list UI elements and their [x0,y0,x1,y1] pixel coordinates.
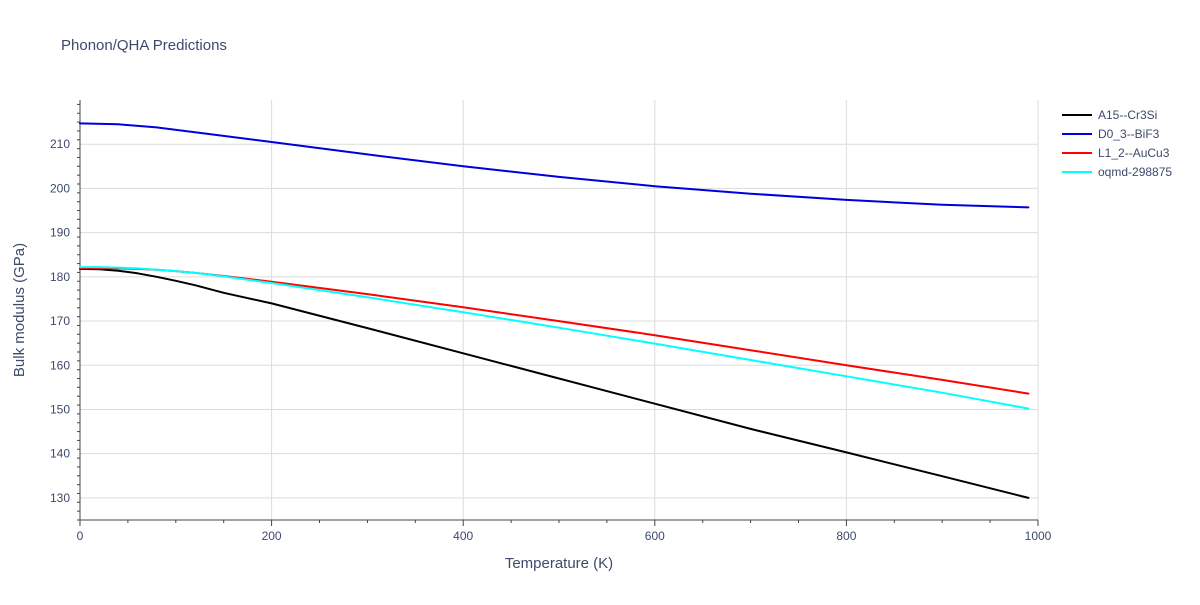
series-lines [79,122,1030,499]
y-tick-label: 190 [50,226,70,240]
legend[interactable]: A15--Cr3Si D0_3--BiF3 L1_2--AuCu3 oqmd-2988… [1062,108,1172,179]
series-line-A15--Cr3Si [79,267,1030,499]
legend-item[interactable]: A15--Cr3Si [1062,108,1157,122]
legend-item[interactable]: oqmd-298875 [1062,165,1172,179]
chart-title: Phonon/QHA Predictions [61,37,227,54]
legend-label: oqmd-298875 [1098,165,1172,179]
x-tick-label: 400 [453,529,473,543]
legend-label: D0_3--BiF3 [1098,127,1160,141]
x-axis-title: Temperature (K) [505,555,613,572]
x-tick-label: 800 [836,529,856,543]
y-tick-label: 170 [50,314,70,328]
x-tick-label: 200 [262,529,282,543]
y-tick-label: 130 [50,491,70,505]
series-line-oqmd-298875 [79,266,1030,410]
series-line-D0_3--BiF3 [79,122,1030,209]
x-tick-label: 1000 [1025,529,1052,543]
y-tick-label: 150 [50,402,70,416]
y-axis-title: Bulk modulus (GPa) [11,243,28,377]
y-tick-label: 160 [50,358,70,372]
series-line-L1_2--AuCu3 [79,267,1030,395]
y-tick-label: 180 [50,270,70,284]
y-tick-label: 210 [50,137,70,151]
y-tick-label: 140 [50,447,70,461]
legend-label: L1_2--AuCu3 [1098,146,1170,160]
y-tick-label: 200 [50,181,70,195]
grid-lines [80,100,1039,520]
x-tick-label: 600 [645,529,665,543]
axes: 0 200 400 600 800 1000 130 140 150 160 170 180 190 20… [50,100,1052,543]
x-tick-label: 0 [77,529,84,543]
legend-item[interactable]: D0_3--BiF3 [1062,127,1160,141]
legend-item[interactable]: L1_2--AuCu3 [1062,146,1170,160]
legend-label: A15--Cr3Si [1098,108,1157,122]
